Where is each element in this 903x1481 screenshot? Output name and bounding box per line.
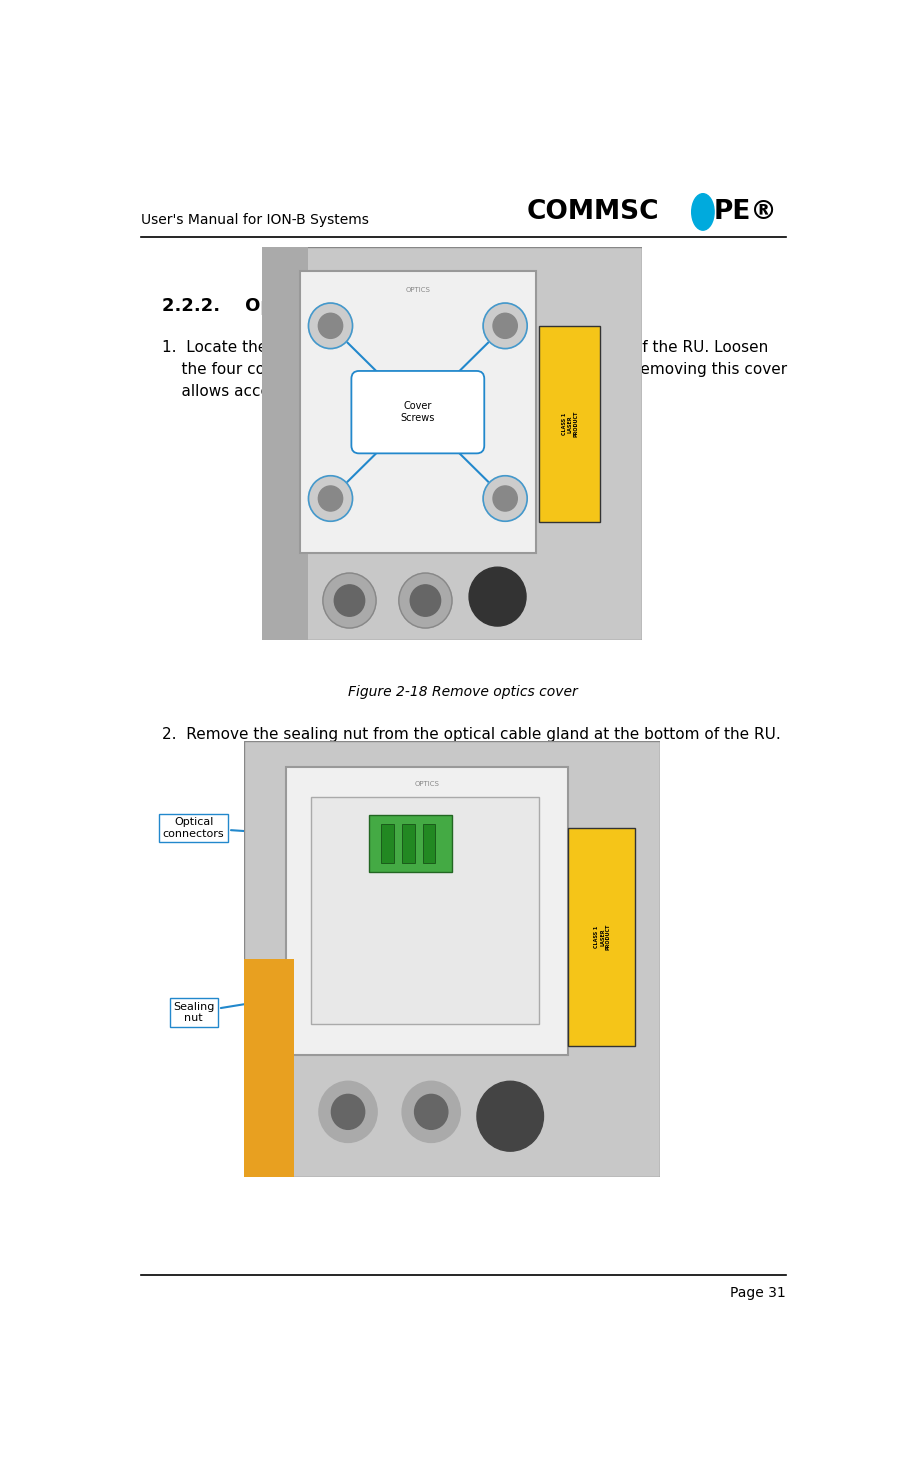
Text: Cover
Screws: Cover Screws [400, 401, 434, 424]
FancyBboxPatch shape [311, 797, 539, 1025]
Circle shape [477, 1081, 543, 1151]
Circle shape [319, 1081, 377, 1142]
Circle shape [482, 475, 526, 521]
Circle shape [308, 475, 352, 521]
Circle shape [334, 585, 364, 616]
Text: OPTICS: OPTICS [405, 287, 430, 293]
Circle shape [414, 1094, 447, 1130]
Text: 1.  Locate the Optics connector cover on the lower right side of the RU. Loosen
: 1. Locate the Optics connector cover on … [162, 339, 787, 398]
Text: PE®: PE® [713, 198, 777, 225]
Text: COMMSC: COMMSC [526, 198, 658, 225]
Text: CLASS 1
LASER
PRODUCT: CLASS 1 LASER PRODUCT [593, 924, 610, 951]
Text: OPTICS: OPTICS [414, 780, 439, 788]
FancyBboxPatch shape [300, 271, 535, 554]
Circle shape [402, 1081, 460, 1142]
Text: 2.  Remove the sealing nut from the optical cable gland at the bottom of the RU.: 2. Remove the sealing nut from the optic… [162, 727, 780, 742]
Text: Page 31: Page 31 [729, 1286, 785, 1300]
Circle shape [322, 573, 376, 628]
Text: Figure 2-19 Remove sealing nut: Figure 2-19 Remove sealing nut [352, 1099, 573, 1114]
FancyBboxPatch shape [539, 326, 600, 521]
Circle shape [410, 585, 440, 616]
Circle shape [492, 486, 517, 511]
FancyBboxPatch shape [244, 740, 659, 1177]
FancyBboxPatch shape [402, 823, 414, 863]
FancyBboxPatch shape [262, 247, 641, 640]
Text: 2.2.2.    Optical cable installation: 2.2.2. Optical cable installation [162, 298, 497, 315]
Circle shape [691, 194, 713, 230]
FancyBboxPatch shape [351, 370, 484, 453]
FancyBboxPatch shape [285, 767, 568, 1054]
Text: CLASS 1
LASER
PRODUCT: CLASS 1 LASER PRODUCT [562, 410, 578, 437]
Circle shape [331, 1094, 364, 1130]
Text: Figure 2-18 Remove optics cover: Figure 2-18 Remove optics cover [348, 686, 578, 699]
FancyBboxPatch shape [381, 823, 394, 863]
Text: Optical
connectors: Optical connectors [163, 818, 328, 838]
FancyBboxPatch shape [368, 815, 452, 871]
Circle shape [318, 314, 342, 338]
FancyBboxPatch shape [423, 823, 435, 863]
FancyBboxPatch shape [262, 247, 307, 640]
Circle shape [308, 304, 352, 348]
Circle shape [318, 486, 342, 511]
Circle shape [492, 314, 517, 338]
Circle shape [398, 573, 452, 628]
FancyBboxPatch shape [244, 960, 293, 1177]
Text: Sealing
nut: Sealing nut [172, 989, 329, 1023]
Circle shape [482, 304, 526, 348]
Text: User's Manual for ION-B Systems: User's Manual for ION-B Systems [141, 213, 368, 227]
FancyBboxPatch shape [568, 828, 634, 1046]
Circle shape [469, 567, 526, 626]
